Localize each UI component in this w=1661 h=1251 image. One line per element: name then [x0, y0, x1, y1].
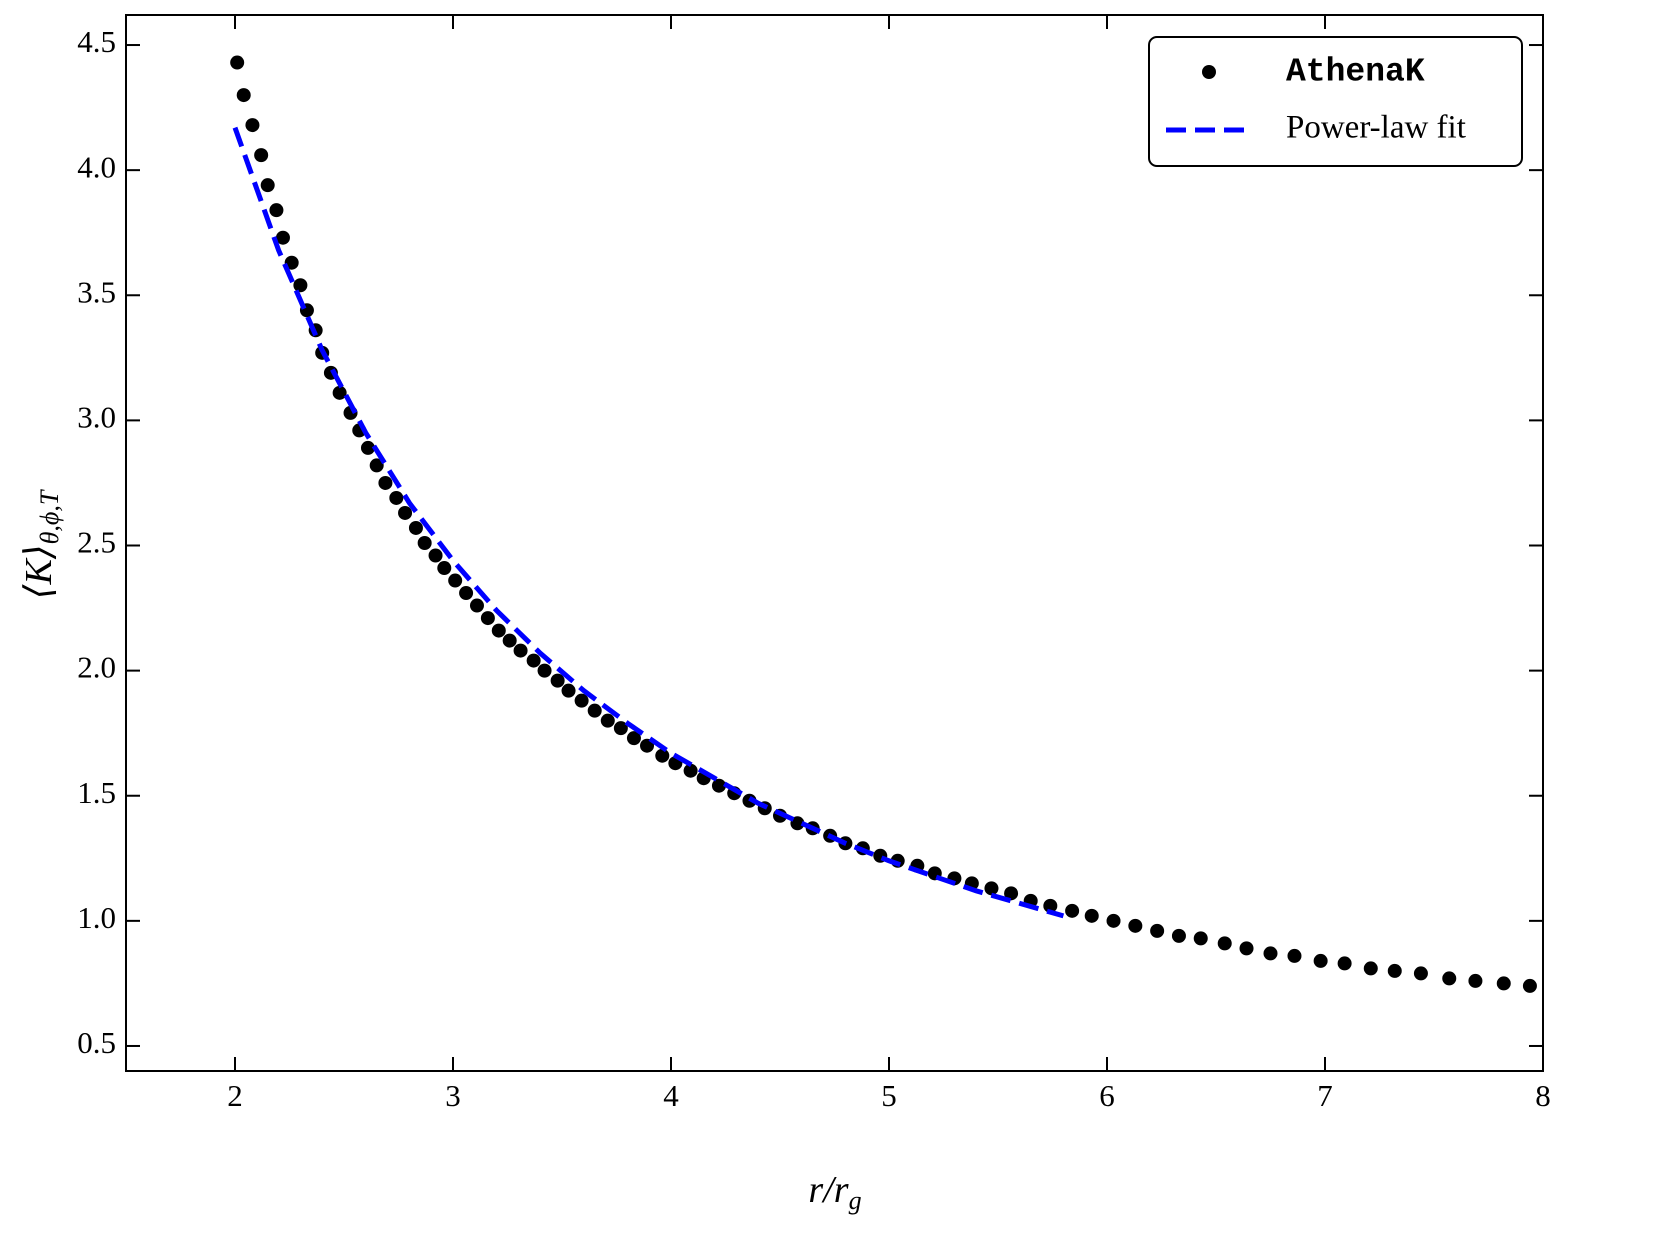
data-point: [711, 778, 726, 793]
data-point: [236, 88, 251, 103]
data-point: [1065, 903, 1080, 918]
data-point: [561, 683, 576, 698]
y-tick-label: 3.0: [77, 399, 116, 434]
y-tick-label: 0.5: [77, 1025, 116, 1060]
data-point: [683, 763, 698, 778]
data-point: [1239, 941, 1254, 956]
data-point: [574, 693, 589, 708]
x-tick-label: 2: [227, 1078, 243, 1113]
fit-line: [232, 126, 1065, 919]
data-point: [417, 536, 432, 550]
data-point: [245, 118, 260, 133]
legend-label: Power-law fit: [1286, 110, 1466, 146]
data-point: [1193, 931, 1208, 946]
y-tick-label: 3.5: [77, 274, 116, 309]
data-point: [1106, 913, 1121, 928]
data-point: [1387, 963, 1402, 978]
data-point: [437, 561, 452, 576]
y-tick-label: 4.5: [77, 24, 116, 59]
data-point: [1263, 946, 1278, 961]
data-point: [254, 148, 269, 163]
data-point: [378, 475, 393, 490]
data-point: [1442, 971, 1457, 986]
x-tick-label: 6: [1099, 1078, 1115, 1113]
data-point: [1496, 976, 1511, 991]
data-point: [1004, 886, 1019, 901]
legend-marker: [1202, 65, 1216, 79]
data-point: [389, 490, 404, 505]
data-point: [1522, 978, 1537, 993]
data-point: [1313, 953, 1328, 968]
data-point: [502, 633, 517, 648]
legend-box: [1148, 36, 1523, 167]
data-point: [360, 440, 375, 455]
data-point: [655, 748, 670, 763]
data-point: [640, 738, 655, 753]
x-tick-label: 3: [445, 1078, 461, 1113]
data-point: [1150, 923, 1165, 938]
x-tick-label: 5: [881, 1078, 897, 1113]
data-point: [626, 731, 641, 746]
data-point: [398, 505, 413, 520]
data-point: [260, 178, 275, 193]
data-point: [587, 703, 602, 718]
data-point: [293, 278, 308, 293]
data-point: [408, 520, 423, 535]
data-point: [1217, 936, 1232, 951]
data-point: [230, 55, 245, 70]
data-point: [1468, 973, 1483, 988]
data-point: [332, 385, 347, 400]
data-point: [600, 713, 615, 728]
data-point: [1413, 966, 1428, 981]
x-axis-label: r/rg: [808, 1169, 861, 1215]
x-label-subscript: g: [849, 1186, 862, 1215]
data-point: [480, 611, 495, 626]
y-tick-label: 2.0: [77, 650, 116, 685]
y-axis-label: ⟨K⟩θ,ϕ,T: [18, 489, 64, 599]
data-point: [1287, 948, 1302, 963]
data-point: [369, 458, 384, 473]
data-point: [269, 203, 284, 218]
data-point: [1084, 908, 1099, 923]
y-tick-label: 1.0: [77, 900, 116, 935]
data-point: [428, 548, 443, 563]
data-point: [513, 643, 528, 658]
data-point: [984, 881, 999, 896]
data-point: [550, 673, 565, 688]
data-point: [275, 230, 290, 245]
data-point: [790, 816, 805, 831]
data-point: [491, 623, 506, 638]
data-point: [459, 586, 474, 601]
data-point: [613, 721, 628, 736]
y-tick-label: 1.5: [77, 775, 116, 810]
data-point: [1043, 898, 1058, 913]
legend-label: AthenaK: [1286, 54, 1425, 91]
plot-frame: [125, 14, 1544, 1072]
x-tick-label: 7: [1317, 1078, 1333, 1113]
y-label-subscript: θ,ϕ,T: [35, 489, 64, 544]
x-label-base: r/r: [808, 1169, 848, 1211]
data-point: [1171, 928, 1186, 943]
data-point: [1128, 918, 1143, 933]
data-point: [448, 573, 463, 588]
y-tick-label: 2.5: [77, 525, 116, 560]
y-label-base: ⟨K⟩: [18, 544, 60, 599]
data-point: [526, 653, 541, 668]
data-point: [1337, 956, 1352, 971]
data-point: [469, 598, 484, 613]
y-tick-label: 4.0: [77, 149, 116, 184]
data-point: [537, 663, 552, 678]
x-tick-label: 8: [1535, 1078, 1551, 1113]
x-tick-label: 4: [663, 1078, 679, 1113]
data-point: [1363, 961, 1378, 976]
